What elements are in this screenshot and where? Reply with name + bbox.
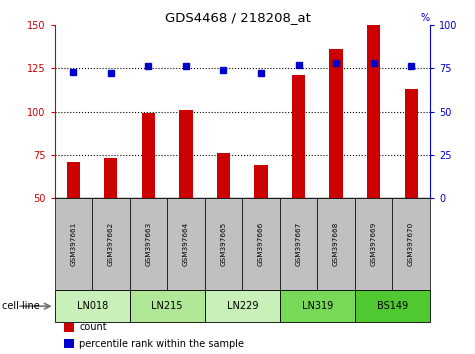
Bar [64,323,74,332]
Text: LN229: LN229 [227,301,258,311]
Bar [205,290,280,322]
Bar [405,89,418,198]
Text: count: count [79,322,107,332]
Bar [67,162,80,198]
Bar [55,290,130,322]
Text: GSM397665: GSM397665 [220,222,227,266]
Bar [355,290,430,322]
Text: cell line: cell line [2,301,40,311]
Bar [64,339,74,348]
Bar [130,290,205,322]
Bar [317,198,355,290]
Bar [55,198,92,290]
Text: GSM397664: GSM397664 [183,222,189,266]
Bar [167,198,205,290]
Bar [330,49,342,198]
Bar [355,198,392,290]
Text: GDS4468 / 218208_at: GDS4468 / 218208_at [164,11,311,24]
Bar [242,198,280,290]
Bar [280,198,317,290]
Bar [180,110,192,198]
Text: LN319: LN319 [302,301,333,311]
Bar [292,75,305,198]
Text: LN018: LN018 [76,301,108,311]
Text: LN215: LN215 [152,301,183,311]
Bar [130,198,167,290]
Bar [205,198,242,290]
Text: %: % [421,13,430,23]
Text: GSM397670: GSM397670 [408,222,414,266]
Text: BS149: BS149 [377,301,408,311]
Text: percentile rank within the sample: percentile rank within the sample [79,338,244,349]
Text: GSM397668: GSM397668 [333,222,339,266]
Bar [104,158,117,198]
Text: GSM397662: GSM397662 [108,222,114,266]
Text: GSM397669: GSM397669 [370,222,377,266]
Bar [280,290,355,322]
Bar [217,153,230,198]
Text: GSM397663: GSM397663 [145,222,152,266]
Bar [367,25,380,198]
Bar [142,113,155,198]
Text: GSM397667: GSM397667 [295,222,302,266]
Bar [392,198,430,290]
Text: GSM397666: GSM397666 [258,222,264,266]
Bar [255,165,267,198]
Text: GSM397661: GSM397661 [70,222,76,266]
Bar [92,198,130,290]
